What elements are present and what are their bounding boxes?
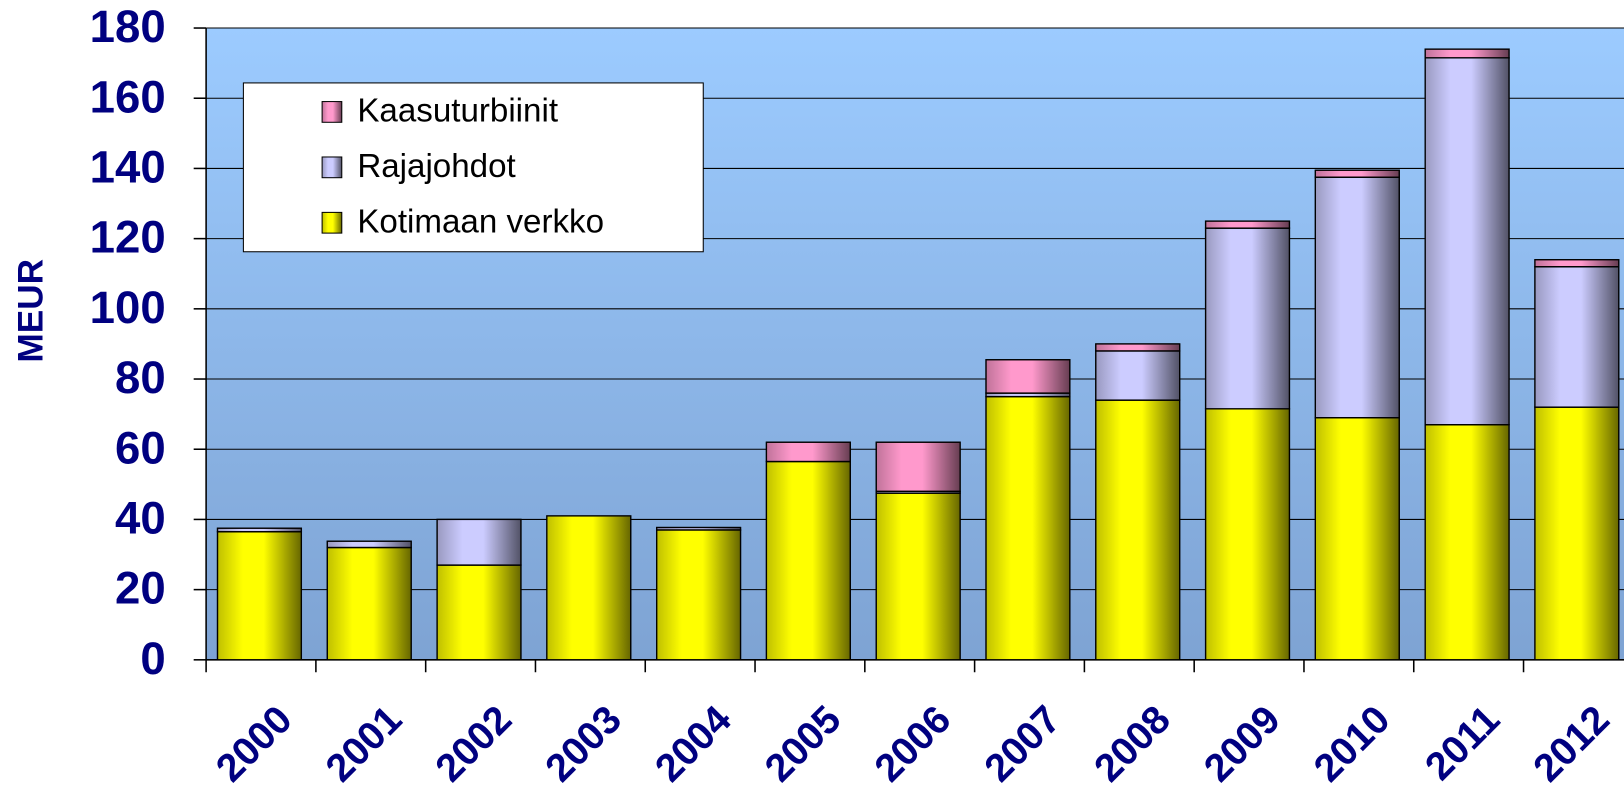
legend-label: Rajajohdot (357, 148, 515, 185)
bar-shading (1314, 176, 1400, 419)
x-tick-label: 2008 (1086, 697, 1179, 790)
x-tick-label: 2000 (208, 697, 301, 790)
bar-shading (1204, 220, 1291, 229)
bar-shading (1204, 227, 1291, 410)
legend-label: Kotimaan verkko (357, 204, 604, 241)
bar-shading (1314, 417, 1400, 661)
x-tick-label: 2010 (1305, 697, 1398, 790)
legend-swatch-shade (322, 101, 342, 123)
bar-shading (875, 492, 961, 661)
bar-shading (1424, 424, 1510, 661)
bar-shading (656, 526, 742, 531)
bar-shading (436, 518, 522, 566)
bar-shading (1095, 343, 1181, 352)
x-tick-label: 2007 (976, 697, 1069, 790)
bar-shading (216, 531, 303, 661)
y-tick-label: 20 (115, 563, 166, 614)
bar-shading (436, 564, 522, 661)
y-tick-label: 160 (90, 71, 166, 122)
x-tick-label: 2012 (1525, 697, 1618, 790)
x-tick-label: 2001 (317, 697, 410, 790)
bar-shading (1534, 266, 1620, 408)
y-tick-label: 0 (140, 633, 165, 684)
x-tick-label: 2004 (647, 697, 740, 790)
bar-shading (1095, 350, 1181, 401)
y-tick-label: 80 (115, 352, 166, 403)
y-tick-label: 120 (90, 212, 166, 263)
legend-label: Kaasuturbiinit (357, 93, 558, 130)
y-tick-label: 60 (115, 422, 166, 473)
bar-shading (985, 395, 1071, 661)
bar-shading (1424, 57, 1510, 426)
x-tick-label: 2003 (537, 697, 630, 790)
bar-shading (765, 441, 851, 463)
bar-shading (326, 540, 412, 549)
bar-shading (546, 515, 632, 661)
y-tick-label: 100 (90, 282, 166, 333)
x-tick-label: 2005 (757, 697, 850, 790)
bar-shading (985, 359, 1071, 394)
y-tick-label: 180 (90, 1, 166, 52)
x-tick-label: 2006 (866, 697, 959, 790)
y-tick-label: 40 (115, 493, 166, 544)
bar-shading (765, 460, 851, 661)
legend-swatch-shade (322, 156, 342, 178)
x-tick-label: 2009 (1196, 697, 1289, 790)
bar-shading (1095, 399, 1181, 661)
bar-shading (656, 529, 742, 661)
legend-swatch-shade (322, 212, 342, 234)
bar-shading (1534, 406, 1620, 661)
bar-shading (216, 527, 303, 533)
bar-shading (1534, 259, 1620, 268)
bar-shading (1204, 408, 1291, 661)
bar-shading (875, 441, 961, 492)
x-tick-label: 2011 (1417, 697, 1508, 788)
y-tick-label: 140 (90, 142, 166, 193)
bar-shading (1424, 48, 1510, 59)
x-tick-label: 2002 (427, 697, 520, 790)
legend-box (242, 82, 704, 253)
bar-shading (1314, 169, 1400, 178)
bar-shading (326, 546, 412, 661)
y-axis-label: MEUR (11, 259, 50, 363)
